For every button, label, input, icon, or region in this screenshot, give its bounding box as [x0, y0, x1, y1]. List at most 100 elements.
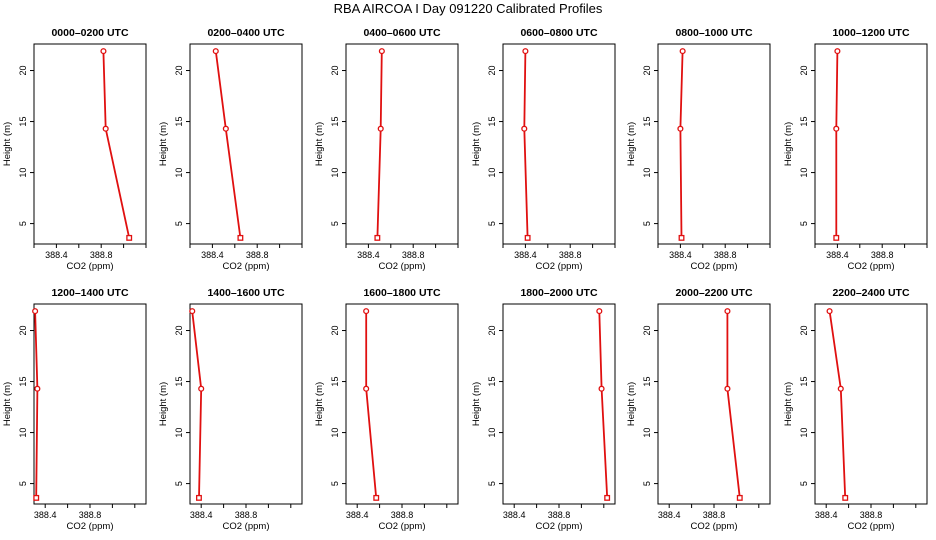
- x-tick-label: 388.4: [658, 510, 681, 520]
- profile-line: [726, 311, 741, 499]
- data-point: [677, 125, 684, 132]
- data-point: [522, 48, 529, 55]
- y-tick-label: 10: [330, 428, 340, 438]
- plot-frame: [345, 303, 459, 505]
- y-axis-label: Height (m): [314, 122, 325, 166]
- x-axis-label: CO2 (ppm): [691, 261, 738, 272]
- data-point: [102, 125, 109, 132]
- profile-line: [102, 51, 131, 239]
- y-tick-label: 15: [330, 377, 340, 387]
- y-tick-label: 10: [18, 428, 28, 438]
- data-point: [189, 308, 196, 315]
- panel-title: 2000–2200 UTC: [675, 287, 752, 299]
- x-axis-label: CO2 (ppm): [223, 261, 270, 272]
- y-tick-label: 5: [487, 221, 497, 226]
- y-tick-label: 15: [18, 377, 28, 387]
- plot-frame: [33, 303, 147, 505]
- profile-line: [828, 310, 847, 498]
- x-tick-label: 388.8: [235, 510, 258, 520]
- data-point: [363, 308, 370, 315]
- data-point: [679, 48, 686, 55]
- x-tick-label: 388.4: [34, 510, 57, 520]
- data-point: [212, 48, 219, 55]
- data-point: [842, 494, 849, 501]
- y-axis-label: Height (m): [783, 122, 794, 166]
- x-tick-label: 388.8: [714, 250, 737, 260]
- profile-line: [523, 51, 529, 238]
- x-axis-label: CO2 (ppm): [67, 521, 114, 532]
- data-point: [373, 494, 380, 501]
- data-point: [521, 125, 528, 132]
- x-axis-label: CO2 (ppm): [379, 521, 426, 532]
- panel-title: 1800–2000 UTC: [520, 287, 597, 299]
- x-tick-label: 388.4: [357, 250, 380, 260]
- y-tick-label: 15: [330, 117, 340, 127]
- profile-line: [598, 311, 609, 498]
- data-point: [196, 494, 202, 501]
- y-tick-label: 15: [487, 117, 497, 127]
- x-tick-label: 388.4: [201, 250, 224, 260]
- panel-title: 1200–1400 UTC: [51, 287, 128, 299]
- panel-title: 0600–0800 UTC: [520, 27, 597, 39]
- y-tick-label: 20: [799, 66, 809, 76]
- y-tick-label: 20: [330, 66, 340, 76]
- data-point: [374, 234, 381, 241]
- data-point: [834, 48, 841, 55]
- panel-title: 0800–1000 UTC: [675, 27, 752, 39]
- data-point: [34, 385, 41, 392]
- y-axis-label: Height (m): [158, 382, 169, 426]
- y-tick-label: 20: [18, 326, 28, 336]
- panel-title: 1600–1800 UTC: [363, 287, 440, 299]
- y-tick-label: 5: [330, 221, 340, 226]
- x-tick-label: 388.8: [391, 510, 414, 520]
- x-axis-label: CO2 (ppm): [223, 521, 270, 532]
- data-point: [33, 494, 40, 501]
- profile-line: [679, 51, 684, 238]
- y-axis-label: Height (m): [314, 382, 325, 426]
- data-point: [724, 385, 731, 392]
- profile-line: [191, 310, 203, 498]
- x-tick-label: 388.8: [402, 250, 425, 260]
- x-tick-label: 388.8: [548, 510, 571, 520]
- y-tick-label: 20: [330, 326, 340, 336]
- panel-title: 1000–1200 UTC: [832, 27, 909, 39]
- data-point: [100, 48, 107, 55]
- data-point: [724, 308, 731, 315]
- profile-line: [34, 311, 39, 498]
- y-axis-label: Height (m): [783, 382, 794, 426]
- y-tick-label: 10: [174, 428, 184, 438]
- y-tick-label: 10: [642, 168, 652, 178]
- y-tick-label: 15: [18, 117, 28, 127]
- plot-frame: [189, 303, 303, 505]
- y-tick-label: 5: [799, 221, 809, 226]
- x-axis-label: CO2 (ppm): [691, 521, 738, 532]
- data-point: [736, 494, 743, 501]
- y-tick-label: 20: [487, 66, 497, 76]
- y-tick-label: 20: [174, 326, 184, 336]
- plot-frame: [502, 43, 616, 245]
- data-point: [596, 308, 603, 315]
- plot-frame: [33, 43, 147, 245]
- y-tick-label: 20: [174, 66, 184, 76]
- y-axis-label: Height (m): [2, 382, 13, 426]
- y-tick-label: 10: [174, 168, 184, 178]
- y-tick-label: 15: [174, 117, 184, 127]
- panel-title: 1400–1600 UTC: [207, 287, 284, 299]
- y-tick-label: 15: [799, 117, 809, 127]
- plot-frame: [502, 303, 616, 505]
- y-tick-label: 5: [330, 481, 340, 486]
- x-tick-label: 388.4: [503, 510, 526, 520]
- y-axis-label: Height (m): [471, 382, 482, 426]
- profile-line: [376, 51, 383, 238]
- x-tick-label: 388.4: [826, 250, 849, 260]
- y-tick-label: 5: [642, 481, 652, 486]
- y-axis-label: Height (m): [626, 122, 637, 166]
- data-point: [524, 234, 531, 241]
